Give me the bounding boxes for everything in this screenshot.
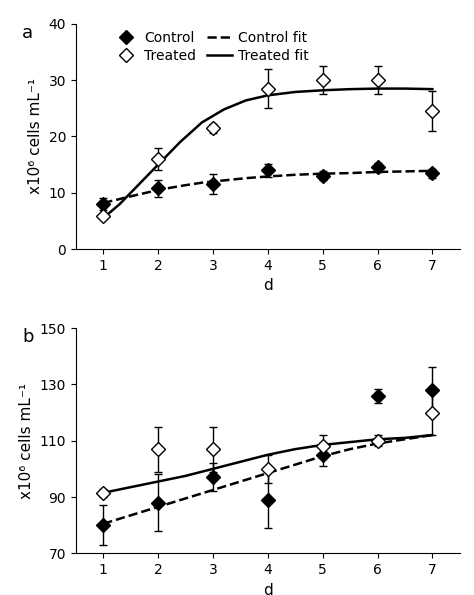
Text: b: b	[22, 328, 34, 346]
Y-axis label: x10⁶ cells mL⁻¹: x10⁶ cells mL⁻¹	[19, 383, 34, 499]
Legend: Control, Treated, Control fit, Treated fit: Control, Treated, Control fit, Treated f…	[113, 31, 309, 63]
Text: a: a	[22, 24, 33, 42]
Y-axis label: x10⁶ cells mL⁻¹: x10⁶ cells mL⁻¹	[28, 79, 43, 195]
X-axis label: d: d	[263, 583, 273, 595]
X-axis label: d: d	[263, 278, 273, 293]
